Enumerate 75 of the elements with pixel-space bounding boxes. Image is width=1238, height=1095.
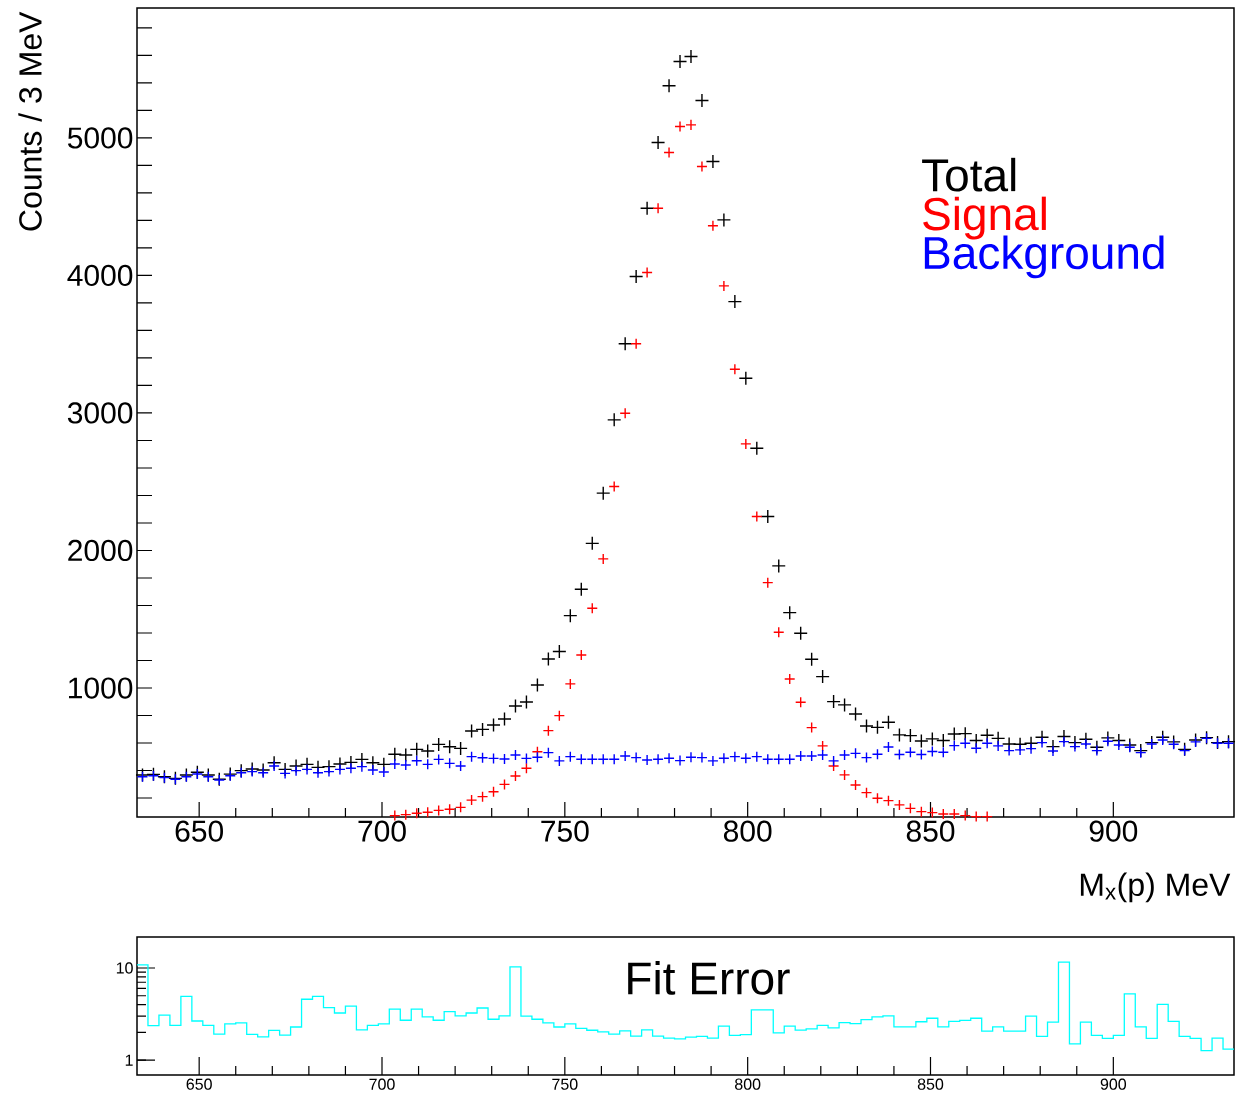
point — [432, 804, 445, 817]
point — [685, 119, 697, 131]
point — [674, 120, 686, 133]
x-tick-label: 900 — [1100, 1078, 1127, 1090]
point — [575, 649, 587, 661]
point — [487, 786, 500, 798]
point — [773, 626, 785, 639]
y-tick-label: 5000 — [67, 127, 133, 149]
y-tick-label: 2000 — [68, 539, 133, 562]
y-tick-label: 3000 — [67, 402, 133, 424]
point — [465, 794, 478, 806]
point — [652, 202, 664, 214]
point — [871, 792, 884, 804]
point — [981, 810, 993, 823]
x-tick-label: 700 — [369, 1078, 395, 1090]
point — [849, 779, 862, 791]
point — [805, 721, 818, 734]
point — [586, 602, 598, 614]
point — [948, 808, 960, 820]
x-tick-label: 750 — [541, 820, 589, 842]
point — [860, 786, 873, 799]
point — [542, 724, 555, 737]
point — [520, 762, 533, 775]
point — [937, 808, 949, 820]
point — [619, 407, 631, 419]
point — [794, 696, 807, 709]
point — [729, 363, 741, 375]
y-tick-label: 1000 — [69, 677, 133, 699]
point — [696, 160, 708, 173]
x-tick-label: 650 — [175, 820, 224, 842]
point — [718, 280, 730, 292]
x-tick-label: 850 — [906, 820, 955, 842]
point — [608, 480, 620, 493]
chart-title: Fit Error — [628, 961, 790, 995]
x-tick-label: 900 — [1089, 820, 1138, 842]
y-tick-label: 1 — [125, 1054, 133, 1066]
point — [838, 769, 851, 781]
point — [882, 794, 895, 807]
text: Total — [922, 157, 1016, 192]
x-tick-label: 700 — [358, 820, 406, 842]
point — [597, 553, 609, 565]
point — [630, 338, 642, 350]
point — [476, 790, 489, 803]
point — [904, 802, 917, 815]
point — [926, 806, 939, 819]
y-tick-label: 4000 — [67, 264, 133, 287]
x-tick-label: 750 — [552, 1078, 578, 1090]
point — [751, 510, 763, 523]
point — [422, 806, 434, 819]
point — [509, 770, 522, 782]
point — [707, 220, 719, 232]
y-axis-title: Counts / 3 MeV — [18, 11, 42, 231]
x-tick-label: 650 — [186, 1078, 212, 1090]
y-tick-label: 10 — [116, 962, 133, 974]
point — [454, 801, 467, 814]
point — [816, 740, 829, 752]
x-axis-title: M$_{x}$(p) MeV — [1080, 872, 1231, 903]
point — [663, 146, 675, 159]
point — [553, 709, 566, 722]
point — [564, 678, 577, 690]
x-tick-label: 800 — [735, 1078, 761, 1090]
point — [740, 438, 752, 450]
point — [784, 673, 796, 685]
point — [641, 266, 653, 279]
point — [915, 805, 928, 818]
point — [443, 803, 456, 815]
point — [893, 799, 906, 811]
point — [959, 809, 971, 822]
x-tick-label: 850 — [917, 1078, 944, 1090]
point — [762, 576, 774, 589]
point — [411, 807, 423, 819]
point — [400, 808, 412, 821]
point — [970, 810, 982, 823]
point — [498, 778, 511, 791]
x-tick-label: 800 — [723, 820, 772, 842]
